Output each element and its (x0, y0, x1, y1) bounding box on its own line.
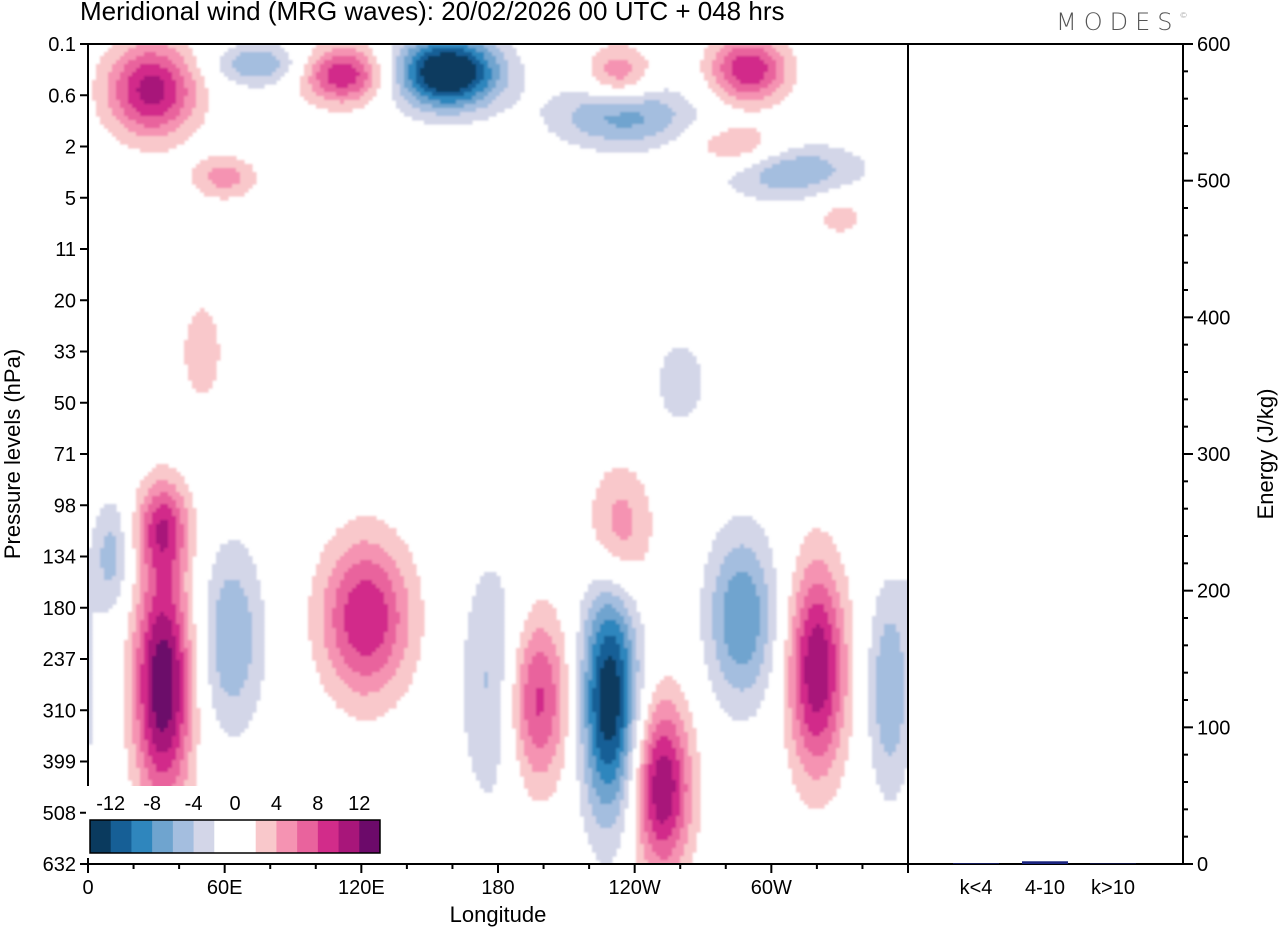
pressure-tick-label: 508 (43, 803, 76, 825)
pressure-tick-label: 20 (54, 290, 76, 312)
longitude-axis: 0 60E 120E 180 120W 60W (82, 864, 909, 899)
colorbar-tick-label: 8 (312, 793, 323, 815)
modes-logo: MODES© (1056, 8, 1188, 36)
colorbar-tick-label: 12 (348, 793, 370, 815)
longitude-tick-label: 120W (609, 877, 661, 899)
pressure-tick-label: 98 (54, 495, 76, 517)
colorbar-swatch (110, 820, 132, 853)
energy-category-label: k>10 (1091, 877, 1135, 899)
energy-axis-label: Energy (J/kg) (1253, 389, 1278, 520)
energy-tick-label: 200 (1197, 581, 1230, 603)
pressure-axis: 0.1 0.6 2 5 11 20 33 50 71 98 134 180 237 310 399 508 63… (43, 34, 88, 876)
pressure-tick-label: 71 (54, 444, 76, 466)
longitude-tick-label: 60E (207, 877, 243, 899)
pressure-tick-label: 33 (54, 342, 76, 364)
chart-title: Meridional wind (MRG waves): 20/02/2026 … (80, 0, 785, 26)
energy-tick-label: 300 (1197, 444, 1230, 466)
pressure-tick-label: 50 (54, 393, 76, 415)
pressure-tick-label: 5 (65, 188, 76, 210)
pressure-tick-label: 0.6 (48, 85, 76, 107)
longitude-tick-label: 180 (481, 877, 514, 899)
longitude-tick-label: 0 (82, 877, 93, 899)
longitude-axis-label: Longitude (450, 902, 547, 927)
logo-text: MODES (1056, 8, 1180, 36)
colorbar-swatch (131, 820, 153, 853)
energy-tick-label: 500 (1197, 171, 1230, 193)
colorbar-swatch (317, 820, 340, 853)
colorbar-swatch (297, 820, 319, 853)
energy-bar (953, 863, 999, 864)
colorbar-tick-label: -8 (143, 793, 161, 815)
energy-tick-label: 600 (1197, 34, 1230, 56)
colorbar: -12 -8 -4 0 4 8 12 (86, 786, 384, 858)
energy-category-label: k<4 (960, 877, 993, 899)
pressure-tick-label: 134 (43, 547, 76, 569)
energy-tick-label: 0 (1197, 854, 1208, 876)
heatmap-cells (88, 44, 908, 864)
pressure-axis-label: Pressure levels (hPa) (0, 349, 25, 559)
energy-bar (1022, 861, 1068, 864)
colorbar-swatch (90, 820, 112, 853)
longitude-tick-label: 120E (338, 877, 385, 899)
pressure-tick-label: 632 (43, 854, 76, 876)
colorbar-swatch (152, 820, 174, 853)
energy-bars: k<4 4-10 k>10 (953, 861, 1136, 899)
colorbar-swatch (193, 820, 215, 853)
pressure-tick-label: 399 (43, 752, 76, 774)
pressure-tick-label: 2 (65, 137, 76, 159)
pressure-tick-label: 180 (43, 598, 76, 620)
colorbar-frame (89, 819, 381, 854)
heatmap-field (88, 44, 908, 864)
colorbar-tick-label: 0 (229, 793, 240, 815)
energy-tick-label: 400 (1197, 307, 1230, 329)
energy-axis: 0 100 200 300 400 500 600 (1183, 34, 1230, 876)
pressure-tick-label: 237 (43, 649, 76, 671)
pressure-tick-label: 310 (43, 700, 76, 722)
pressure-tick-label: 11 (55, 239, 76, 261)
colorbar-tick-label: 4 (271, 793, 282, 815)
longitude-tick-label: 60W (751, 877, 792, 899)
energy-tick-label: 100 (1197, 717, 1230, 739)
colorbar-swatch (338, 820, 360, 853)
colorbar-swatch (235, 820, 257, 853)
colorbar-swatch (276, 820, 298, 853)
pressure-tick-label: 0.1 (48, 34, 76, 56)
colorbar-tick-label: -4 (185, 793, 203, 815)
colorbar-tick-label: -12 (96, 793, 125, 815)
colorbar-swatch (172, 820, 195, 853)
energy-category-label: 4-10 (1025, 877, 1065, 899)
colorbar-swatch (214, 820, 236, 853)
colorbar-swatch (255, 820, 277, 853)
energy-panel-frame (907, 43, 1184, 865)
colorbar-swatch (359, 820, 381, 853)
